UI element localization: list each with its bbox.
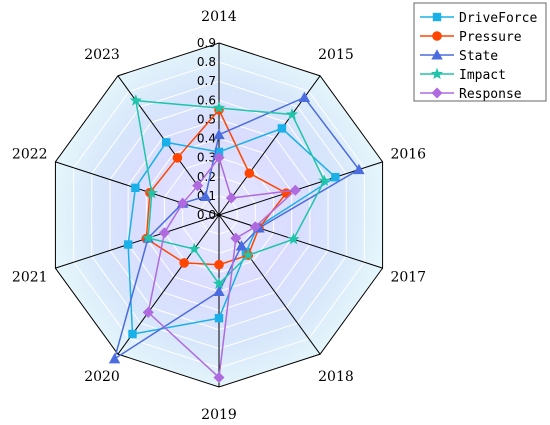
data-point-Impact-2020 (188, 242, 201, 255)
data-point-Impact-2021 (142, 231, 155, 244)
data-point-State-2023 (199, 190, 212, 202)
tick-label: 0.5 (197, 112, 216, 126)
data-point-Response-2017 (249, 221, 261, 233)
data-point-DriveForce-2019 (214, 314, 224, 323)
legend-marker-DriveForce (432, 12, 442, 22)
data-point-Response-2020 (142, 306, 154, 318)
data-point-State-2015 (298, 91, 311, 103)
data-point-Pressure-2023 (172, 152, 183, 163)
category-label-2015: 2015 (318, 47, 354, 63)
data-point-Pressure-2019 (214, 259, 224, 270)
legend-entry-DriveForce: DriveForce (420, 11, 537, 26)
data-point-State-2014 (213, 129, 225, 140)
data-point-Impact-2019 (212, 277, 226, 289)
tick-label: 0.0 (197, 208, 216, 222)
legend-entry-Response: Response (420, 87, 522, 102)
tick-label: 0.9 (197, 36, 216, 50)
axis-spoke-2021 (55, 214, 220, 269)
category-label-2021: 2021 (12, 269, 48, 285)
category-label-2019: 2019 (201, 407, 237, 423)
data-point-Impact-2023 (129, 94, 142, 106)
category-label-2017: 2017 (390, 269, 426, 285)
data-point-Response-2019 (213, 371, 225, 383)
data-point-Impact-2016 (318, 174, 331, 186)
data-point-Response-2021 (158, 227, 170, 239)
tick-label: 0.3 (197, 151, 216, 165)
tick-label: 0.6 (197, 93, 216, 107)
category-labels: 2014 2015 2016 2017 2018 2019 2020 2021 2022 2023 (12, 9, 426, 423)
data-point-Pressure-2015 (244, 168, 255, 179)
data-point-Impact-2015 (285, 108, 299, 120)
legend-label: Pressure (459, 30, 522, 45)
data-point-Response-2014 (213, 152, 225, 164)
data-point-Impact-2017 (287, 232, 300, 245)
data-point-Impact-2014 (212, 101, 226, 114)
data-point-DriveForce-2023 (162, 138, 171, 147)
legend-marker-Response (431, 87, 443, 99)
data-point-Response-2016 (289, 184, 301, 196)
data-point-Pressure-2016 (281, 188, 292, 198)
tick-label: 0.4 (197, 132, 216, 146)
axis-spoke-2017 (218, 214, 383, 269)
legend-label: Impact (459, 68, 506, 83)
legend-label: DriveForce (459, 11, 537, 26)
legend-label: Response (459, 87, 522, 102)
data-point-DriveForce-2015 (277, 124, 287, 133)
data-point-Response-2022 (177, 197, 189, 209)
legend: DriveForce Pressure State Impact Response (413, 2, 547, 102)
legend-entry-Impact: Impact (420, 67, 506, 83)
data-point-DriveForce-2022 (131, 183, 140, 193)
category-label-2014: 2014 (201, 9, 237, 25)
data-point-Response-2018 (230, 232, 242, 244)
data-point-DriveForce-2021 (123, 240, 133, 249)
legend-entry-State: State (420, 49, 498, 64)
data-point-State-2018 (235, 240, 248, 251)
data-series (108, 91, 365, 383)
category-label-2018: 2018 (318, 369, 354, 385)
data-point-Impact-2018 (242, 248, 255, 261)
tick-label: 0.8 (197, 55, 216, 69)
legend-label: State (459, 49, 498, 64)
data-point-DriveForce-2014 (214, 147, 224, 157)
data-point-State-2020 (108, 353, 121, 364)
series-Impact (129, 94, 331, 289)
category-label-2020: 2020 (84, 369, 120, 385)
category-label-2016: 2016 (390, 147, 426, 163)
legend-marker-State (431, 49, 443, 60)
data-point-Impact-2022 (145, 186, 158, 199)
series-Response (142, 152, 301, 383)
data-point-State-2016 (353, 163, 365, 175)
legend-marker-Pressure (432, 31, 442, 41)
data-point-DriveForce-2016 (331, 173, 340, 182)
tick-label: 0.7 (197, 74, 216, 88)
data-point-Pressure-2020 (179, 258, 189, 268)
legend-entry-Pressure: Pressure (420, 30, 522, 45)
legend-marker-Impact (430, 67, 444, 80)
data-point-State-2019 (213, 285, 225, 297)
series-State (108, 91, 365, 364)
data-point-Response-2015 (225, 192, 237, 204)
data-point-DriveForce-2020 (128, 329, 137, 339)
data-point-Response-2023 (192, 180, 204, 192)
category-label-2023: 2023 (84, 47, 120, 63)
category-label-2022: 2022 (12, 147, 48, 163)
